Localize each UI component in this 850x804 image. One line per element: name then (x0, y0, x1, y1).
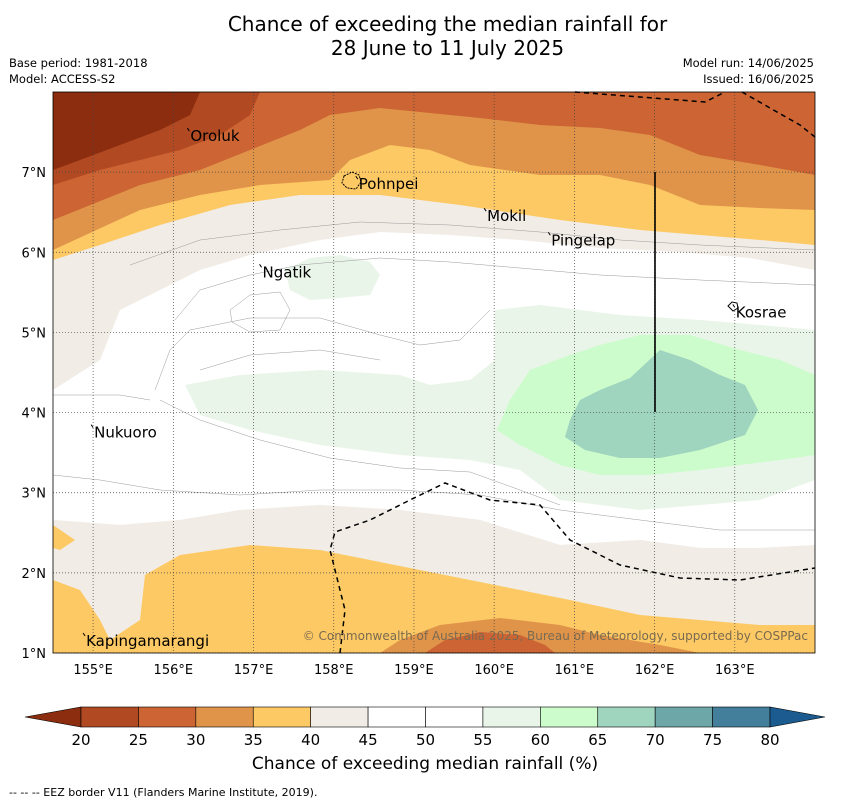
place-marker-icon (259, 264, 262, 268)
colorbar-extend-low (24, 706, 82, 728)
issued-date: Issued: 16/06/2025 (703, 72, 814, 86)
colorbar-segment (80, 706, 139, 728)
colorbar-segment (195, 706, 254, 728)
colorbar-segment (654, 706, 713, 728)
place-label: Pingelap (551, 231, 615, 249)
place-label: Pohnpei (359, 175, 419, 193)
band-35-40-sw (53, 525, 75, 550)
place-marker-icon (547, 231, 551, 236)
place-label: Kapingamarangi (86, 632, 209, 650)
colorbar-tick-label: 75 (703, 731, 722, 749)
colorbar-tick-label: 60 (531, 731, 550, 749)
colorbar-segment (540, 706, 599, 728)
colorbar-tick-label: 35 (244, 731, 263, 749)
model-name: Model: ACCESS-S2 (9, 72, 116, 86)
place-marker-icon (90, 424, 94, 428)
longitude-label: 162°E (635, 663, 675, 678)
place-label: Ngatik (263, 263, 312, 281)
contour-lines (53, 221, 815, 531)
longitude-label: 160°E (474, 663, 514, 678)
longitude-label: 158°E (314, 663, 354, 678)
longitude-label: 155°E (73, 663, 113, 678)
band-15-20-north (53, 92, 200, 170)
colorbar-tick-label: 25 (129, 731, 148, 749)
colorbar-tick-label: 50 (416, 731, 435, 749)
latitude-label: 6°N (22, 246, 47, 261)
eez-border (329, 91, 816, 654)
place-marker-icon (732, 304, 736, 308)
colorbar-segment (597, 706, 656, 728)
longitude-label: 159°E (394, 663, 434, 678)
latitude-labels: 1°N 2°N 3°N 4°N 5°N 6°N 7°N (22, 166, 47, 662)
model-run: Model run: 14/06/2025 (682, 56, 814, 70)
place-marker-icon (483, 207, 487, 212)
colorbar-segment (367, 706, 426, 728)
place-labels: Oroluk Pohnpei Mokil Pingelap Ngatik Kosrae Nu… (82, 127, 787, 650)
place-marker-icon (186, 127, 190, 132)
place-marker-icon (355, 175, 359, 180)
title-line-1: Chance of exceeding the median rainfall … (227, 12, 668, 36)
longitude-labels: 155°E 156°E 157°E 158°E 159°E 160°E 161°E 162°E… (73, 663, 754, 678)
band-55-60-ngatik (285, 255, 380, 300)
colorbar-segment (252, 706, 311, 728)
band-35-40-south (53, 545, 815, 653)
colorbar-segment (482, 706, 541, 728)
colorbar-tick-label: 70 (646, 731, 665, 749)
colorbar-segment (712, 706, 771, 728)
map-field (53, 92, 815, 653)
latitude-label: 7°N (22, 166, 47, 181)
longitude-label: 163°E (715, 663, 755, 678)
place-label: Nukuoro (94, 424, 157, 442)
colorbar-segment (310, 706, 369, 728)
kosrae-island-icon (727, 301, 739, 312)
latitude-label: 4°N (22, 407, 47, 422)
place-label: Mokil (487, 207, 526, 225)
longitude-label: 161°E (555, 663, 595, 678)
latitude-label: 5°N (22, 326, 47, 341)
colorbar-extend-high (769, 706, 826, 728)
base-period: Base period: 1981-2018 (9, 56, 148, 70)
band-65-70 (565, 350, 758, 458)
map-title: Chance of exceeding the median rainfall … (0, 12, 850, 60)
colorbar-segment (138, 706, 197, 728)
map-frame (52, 91, 816, 654)
band-25-30-north (53, 92, 815, 220)
latitude-label: 1°N (22, 647, 47, 662)
title-line-2: 28 June to 11 July 2025 (330, 36, 565, 60)
meta-right: Model run: 14/06/2025 Issued: 16/06/2025 (683, 55, 814, 87)
colorbar-segment (425, 706, 484, 728)
colorbar-tick-label: 40 (301, 731, 320, 749)
longitude-label: 156°E (154, 663, 194, 678)
colorbar: 20 25 30 35 40 45 50 55 60 65 70 75 80 (24, 706, 826, 749)
latitude-label: 2°N (22, 567, 47, 582)
band-25-30-south (425, 632, 555, 653)
meta-left: Base period: 1981-2018 Model: ACCESS-S2 (9, 55, 148, 87)
copyright-notice: © Commonwealth of Australia 2025, Bureau… (303, 629, 808, 643)
latitude-label: 3°N (22, 487, 47, 502)
place-marker-icon (82, 632, 86, 637)
colorbar-tick-label: 55 (473, 731, 492, 749)
colorbar-tick-label: 20 (71, 731, 90, 749)
colorbar-label: Chance of exceeding median rainfall (%) (251, 754, 599, 774)
place-label: Kosrae (736, 303, 787, 321)
eez-footnote: -- -- -- EEZ border V11 (Flanders Marine… (9, 786, 318, 799)
colorbar-tick-label: 45 (359, 731, 378, 749)
place-label: Oroluk (190, 127, 239, 145)
colorbar-tick-label: 65 (588, 731, 607, 749)
colorbar-tick-label: 80 (760, 731, 779, 749)
longitude-label: 157°E (234, 663, 274, 678)
colorbar-tick-label: 30 (186, 731, 205, 749)
